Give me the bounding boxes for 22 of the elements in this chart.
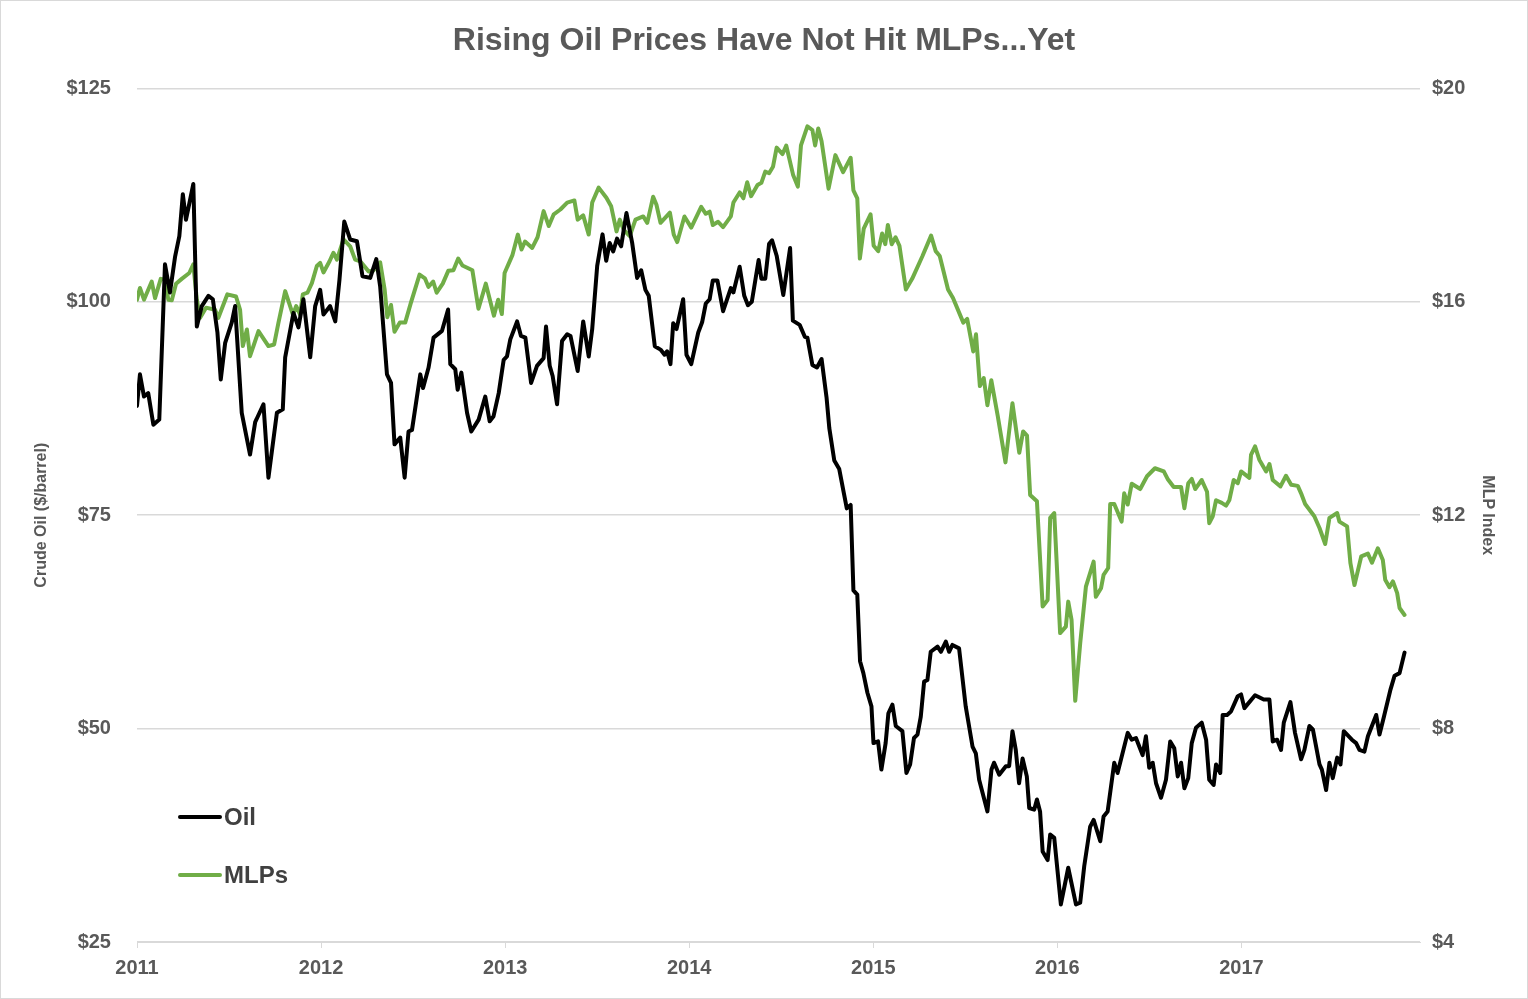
- y-tick-label: $125: [66, 75, 111, 98]
- x-tick-label: 2014: [666, 955, 713, 978]
- y2-tick-label: $16: [1432, 289, 1466, 312]
- legend-label: Oil: [224, 803, 257, 831]
- x-tick-label: 2017: [1219, 955, 1264, 978]
- chart-title: Rising Oil Prices Have Not Hit MLPs...Yet: [452, 21, 1076, 58]
- y-tick-label: $100: [66, 289, 111, 312]
- y2-axis-title: MLP Index: [1479, 475, 1497, 556]
- y-axis-title: Crude Oil ($/barrel): [32, 442, 50, 588]
- x-tick-label: 2011: [115, 955, 159, 978]
- y2-tick-label: $4: [1432, 929, 1456, 952]
- y-tick-label: $50: [77, 716, 111, 739]
- y-tick-label: $75: [77, 502, 111, 525]
- y2-tick-label: $8: [1432, 716, 1455, 739]
- x-tick-label: 2013: [482, 955, 528, 978]
- y2-tick-label: $20: [1432, 75, 1466, 98]
- y2-tick-label: $12: [1432, 502, 1466, 525]
- y-tick-label: $25: [77, 929, 111, 952]
- x-tick-label: 2016: [1035, 955, 1080, 978]
- x-tick-label: 2012: [298, 955, 344, 978]
- x-tick-label: 2015: [851, 955, 896, 978]
- legend-label: MLPs: [224, 861, 289, 889]
